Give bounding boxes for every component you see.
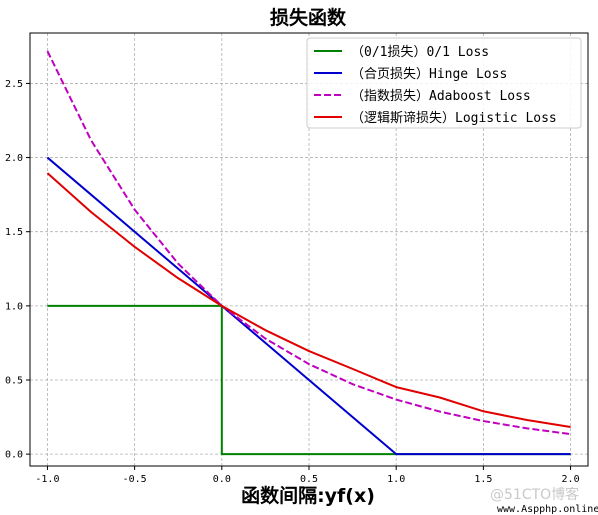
- legend-label: （0/1损失）0/1 Loss: [351, 45, 489, 60]
- legend-box: [306, 37, 582, 129]
- y-tick-label: 2.5: [5, 79, 23, 90]
- watermark-brand: @51CTO博客: [490, 486, 579, 503]
- y-tick-label: 0.0: [5, 450, 23, 461]
- x-tick-label: -1.0: [35, 474, 59, 485]
- y-tick-label: 2.0: [5, 153, 23, 164]
- watermark-site: www.Aspphp.online: [497, 504, 598, 515]
- plot-lines: [46, 50, 571, 456]
- series-line-2: [46, 156, 571, 456]
- x-tick-label: 1.0: [387, 474, 405, 485]
- legend-label: （合页损失）Hinge Loss: [351, 67, 507, 82]
- x-tick-label: 2.0: [562, 474, 580, 485]
- series-line-4: [46, 172, 571, 428]
- axis-ticks: -1.0 -0.5 0.0 0.5 1.0 1.5 2.0 0.0 0.5 1.0 1.5 2.0 2.…: [5, 79, 580, 485]
- x-tick-label: 0.5: [300, 474, 318, 485]
- y-tick-label: 1.0: [5, 301, 23, 312]
- legend: （0/1损失）0/1 Loss （合页损失）Hinge Loss （指数损失）Ada…: [306, 37, 582, 129]
- x-tick-label: 1.5: [474, 474, 492, 485]
- chart-title: 损失函数: [270, 6, 347, 29]
- legend-label: （逻辑斯谛损失）Logistic Loss: [351, 110, 557, 126]
- series-line-3: [46, 50, 571, 436]
- legend-label: （指数损失）Adaboost Loss: [351, 89, 531, 104]
- x-axis-label: 函数间隔:yf(x): [241, 484, 375, 507]
- x-tick-label: 0.0: [213, 474, 231, 485]
- x-tick-label: -0.5: [123, 474, 147, 485]
- y-tick-label: 0.5: [5, 375, 23, 386]
- y-tick-label: 1.5: [5, 227, 23, 238]
